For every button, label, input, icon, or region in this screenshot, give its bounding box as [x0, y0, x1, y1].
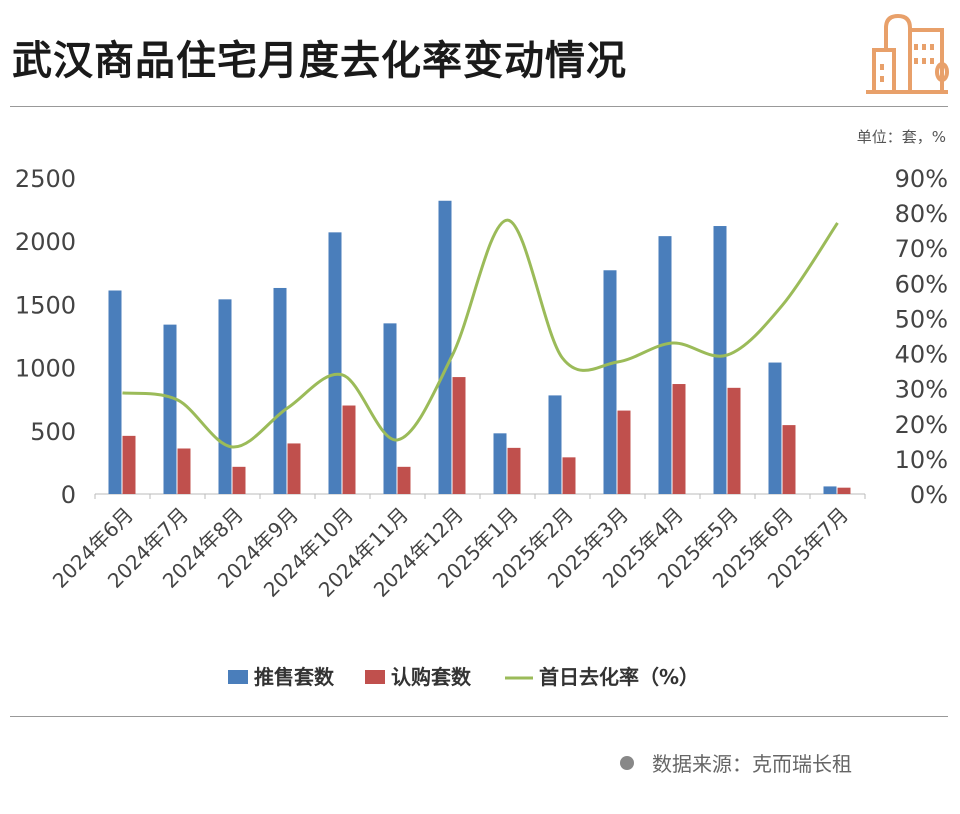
page-title: 武汉商品住宅月度去化率变动情况 [12, 38, 627, 84]
bar-subscription [452, 377, 466, 494]
rate-line [122, 218, 839, 449]
building-icon [866, 13, 949, 94]
y-tick-label: 1500 [15, 291, 76, 319]
y-tick-label: 1000 [15, 355, 76, 383]
bar-subscription [177, 448, 191, 494]
bar-supply [548, 395, 562, 494]
legend-swatch-supply [228, 670, 248, 684]
bar-subscription [342, 405, 356, 494]
bar-supply [438, 200, 452, 494]
source-note: 数据来源：克而瑞长租 [620, 748, 852, 777]
legend-swatch-subscription [365, 670, 385, 684]
bar-supply [163, 324, 177, 494]
bar-subscription [232, 466, 246, 494]
y2-tick-label: 80% [895, 200, 948, 228]
bar-subscription [672, 384, 686, 494]
y2-tick-label: 70% [895, 235, 948, 263]
bar-subscription [727, 387, 741, 494]
y2-tick-label: 90% [895, 165, 948, 193]
bar-subscription [122, 435, 136, 494]
bar-supply [658, 236, 672, 495]
bar-supply [603, 270, 617, 494]
bar-supply [493, 433, 507, 494]
bar-subscription [617, 410, 631, 494]
legend-label-rate: 首日去化率（%） [539, 665, 699, 689]
bar-supply [383, 323, 397, 494]
y2-tick-label: 20% [895, 411, 948, 439]
top-divider [10, 106, 948, 107]
y-tick-label: 2000 [15, 228, 76, 256]
unit-label: 单位：套，% [856, 128, 946, 146]
bar-subscription [837, 487, 851, 494]
y2-tick-label: 40% [895, 341, 948, 369]
y2-tick-label: 10% [895, 446, 948, 474]
combo-chart: 0 500 1000 1500 2000 2500 0% 10% 20% 30% 40% 50% 60%… [15, 165, 948, 689]
y2-tick-label: 50% [895, 305, 948, 333]
bar-supply [108, 290, 122, 494]
legend-label-supply: 推售套数 [254, 665, 335, 689]
bar-supply [768, 362, 782, 494]
y2-tick-label: 60% [895, 270, 948, 298]
bar-subscription [287, 443, 301, 494]
legend-label-subscription: 认购套数 [391, 665, 472, 689]
bar-subscription [507, 447, 521, 494]
bar-subscription [562, 457, 576, 494]
bar-supply [218, 299, 232, 494]
bar-supply [273, 287, 287, 494]
source-text: 数据来源：克而瑞长租 [652, 752, 852, 776]
bar-subscription [782, 425, 796, 494]
bar-supply [713, 226, 727, 495]
y-tick-label: 2500 [15, 165, 76, 193]
bar-subscription [397, 466, 411, 494]
bullet-icon [620, 755, 634, 770]
y-tick-label: 500 [30, 418, 76, 446]
y2-tick-label: 0% [910, 481, 948, 509]
bar-supply [823, 486, 837, 494]
bottom-divider [10, 716, 948, 717]
y2-tick-label: 30% [895, 376, 948, 404]
bar-supply [328, 232, 342, 495]
y-tick-label: 0 [61, 481, 76, 509]
